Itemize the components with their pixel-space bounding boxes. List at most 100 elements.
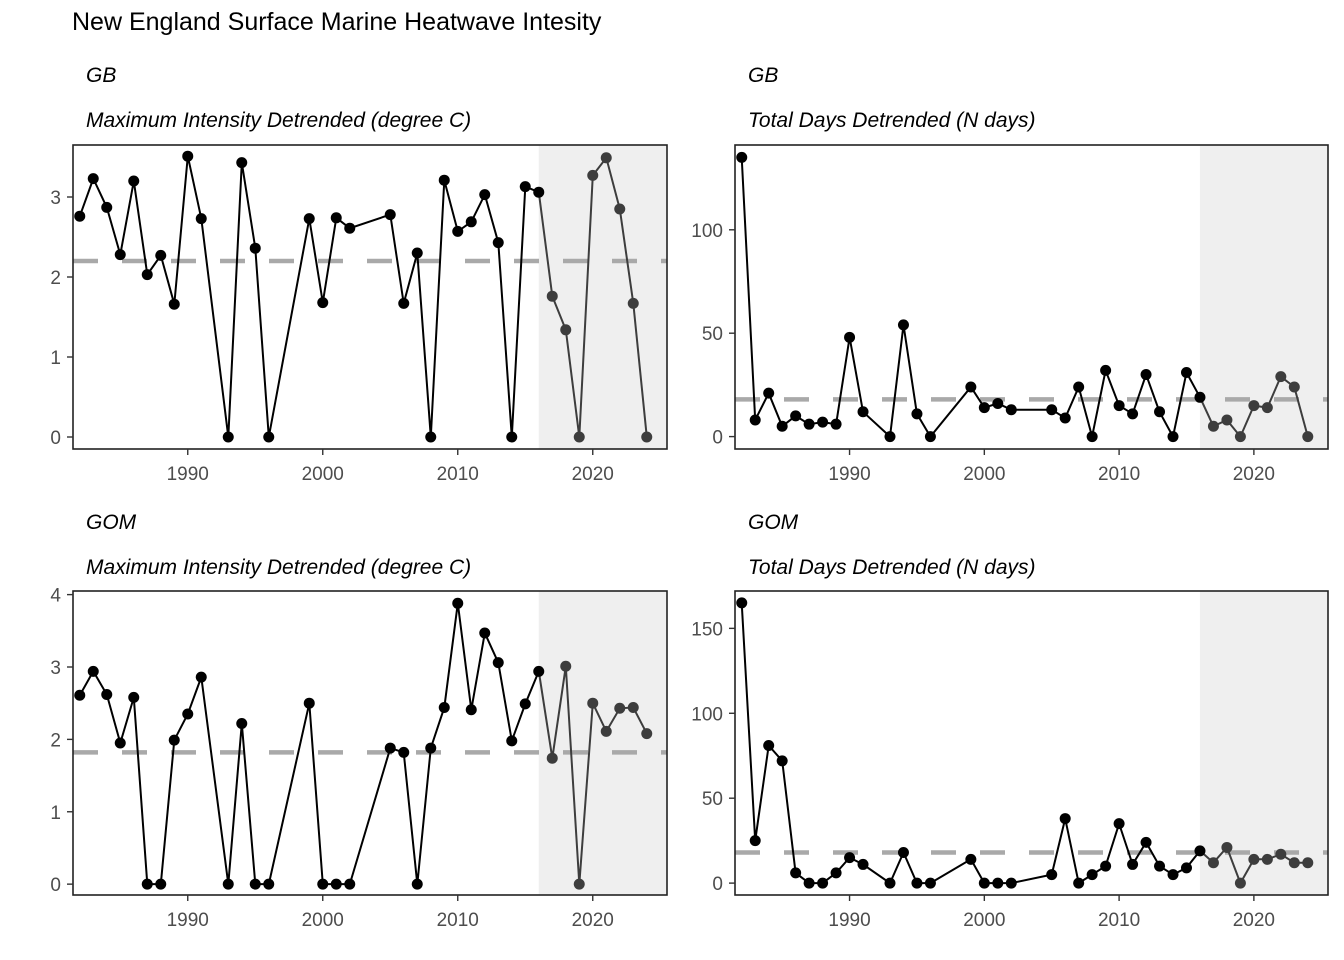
data-point — [1248, 400, 1260, 412]
x-tick-label: 1990 — [828, 910, 870, 931]
data-point — [74, 689, 86, 701]
y-tick-label: 100 — [691, 221, 723, 242]
x-tick-label: 2000 — [963, 464, 1005, 485]
data-point — [1046, 869, 1058, 881]
y-tick-label: 4 — [50, 586, 61, 607]
data-point — [587, 169, 599, 181]
data-point — [1127, 858, 1139, 870]
data-point — [1194, 391, 1206, 403]
data-point — [506, 431, 518, 443]
data-point — [790, 867, 802, 879]
data-point — [1261, 402, 1273, 414]
panel-metric-label: Maximum Intensity Detrended (degree C) — [86, 556, 472, 579]
data-point — [924, 431, 936, 443]
data-point — [817, 416, 829, 428]
data-point — [1059, 412, 1071, 424]
panel-metric-label: Total Days Detrended (N days) — [748, 556, 1036, 579]
data-point — [411, 878, 423, 890]
data-point — [830, 867, 842, 879]
recent-period-shade — [1199, 145, 1328, 449]
data-point — [1086, 431, 1098, 443]
panel-metric-label: Maximum Intensity Detrended (degree C) — [86, 109, 472, 132]
panel-region-label: GB — [748, 64, 779, 87]
data-point — [1073, 877, 1085, 889]
data-point — [627, 297, 639, 309]
data-point — [1167, 431, 1179, 443]
data-point — [1248, 853, 1260, 865]
data-point — [776, 420, 788, 432]
data-point — [479, 627, 491, 639]
y-tick-label: 0 — [50, 875, 61, 896]
data-point — [1275, 848, 1287, 860]
data-point — [411, 247, 423, 259]
data-point — [763, 387, 775, 399]
data-point — [438, 174, 450, 186]
y-tick-label: 150 — [691, 619, 723, 640]
y-tick-label: 0 — [712, 874, 723, 895]
x-tick-label: 2010 — [1098, 910, 1140, 931]
panel-border — [734, 590, 1329, 896]
data-point — [1275, 371, 1287, 383]
data-point — [844, 331, 856, 343]
data-point — [749, 835, 761, 847]
data-point — [128, 691, 140, 703]
y-tick-label: 1 — [50, 803, 61, 824]
data-point — [1086, 869, 1098, 881]
data-point — [884, 431, 896, 443]
data-point — [114, 737, 126, 749]
data-point — [790, 410, 802, 422]
data-point — [776, 755, 788, 767]
data-point — [1194, 845, 1206, 857]
series-line — [740, 602, 1201, 885]
data-point — [1154, 860, 1166, 872]
data-point — [1140, 836, 1152, 848]
x-tick-label: 2010 — [1098, 464, 1140, 485]
data-point — [452, 597, 464, 609]
data-point — [249, 878, 261, 890]
data-point — [1005, 877, 1017, 889]
data-point — [1113, 400, 1125, 412]
y-tick-label: 50 — [702, 789, 723, 810]
data-point — [263, 431, 275, 443]
data-point — [817, 877, 829, 889]
x-tick-label: 2000 — [302, 464, 344, 485]
data-point — [249, 242, 261, 254]
data-point — [1288, 381, 1300, 393]
x-tick-label: 1990 — [828, 464, 870, 485]
plot-gb-0: 1990 2000 2010 2020 0 1 2 3 — [50, 144, 668, 485]
data-point — [560, 324, 572, 336]
data-point — [830, 418, 842, 430]
y-tick-label: 1 — [50, 348, 61, 369]
data-point — [911, 408, 923, 420]
data-point — [600, 152, 612, 164]
plot-gb-1: 1990 2000 2010 2020 0 50 100 — [691, 144, 1329, 485]
data-point — [384, 209, 396, 221]
x-tick-label: 2000 — [963, 910, 1005, 931]
recent-period-shade — [538, 591, 667, 895]
data-point — [546, 752, 558, 764]
data-point — [344, 222, 356, 234]
data-point — [330, 212, 342, 224]
data-point — [1288, 857, 1300, 869]
x-tick-label: 2010 — [437, 464, 479, 485]
data-point — [101, 201, 113, 213]
data-point — [1302, 857, 1314, 869]
data-point — [303, 697, 315, 709]
data-point — [182, 150, 194, 162]
y-tick-label: 100 — [691, 704, 723, 725]
series-line — [740, 157, 1201, 440]
data-point — [465, 216, 477, 228]
data-point — [546, 290, 558, 302]
y-tick-label: 2 — [50, 730, 61, 751]
data-point — [1221, 414, 1233, 426]
data-point — [74, 210, 86, 222]
panel-metric-label: Total Days Detrended (N days) — [748, 109, 1036, 132]
data-point — [1140, 369, 1152, 381]
data-point — [844, 852, 856, 864]
data-point — [978, 877, 990, 889]
data-point — [573, 431, 585, 443]
x-tick-label: 2010 — [437, 910, 479, 931]
x-tick-label: 1990 — [167, 464, 209, 485]
data-point — [344, 878, 356, 890]
